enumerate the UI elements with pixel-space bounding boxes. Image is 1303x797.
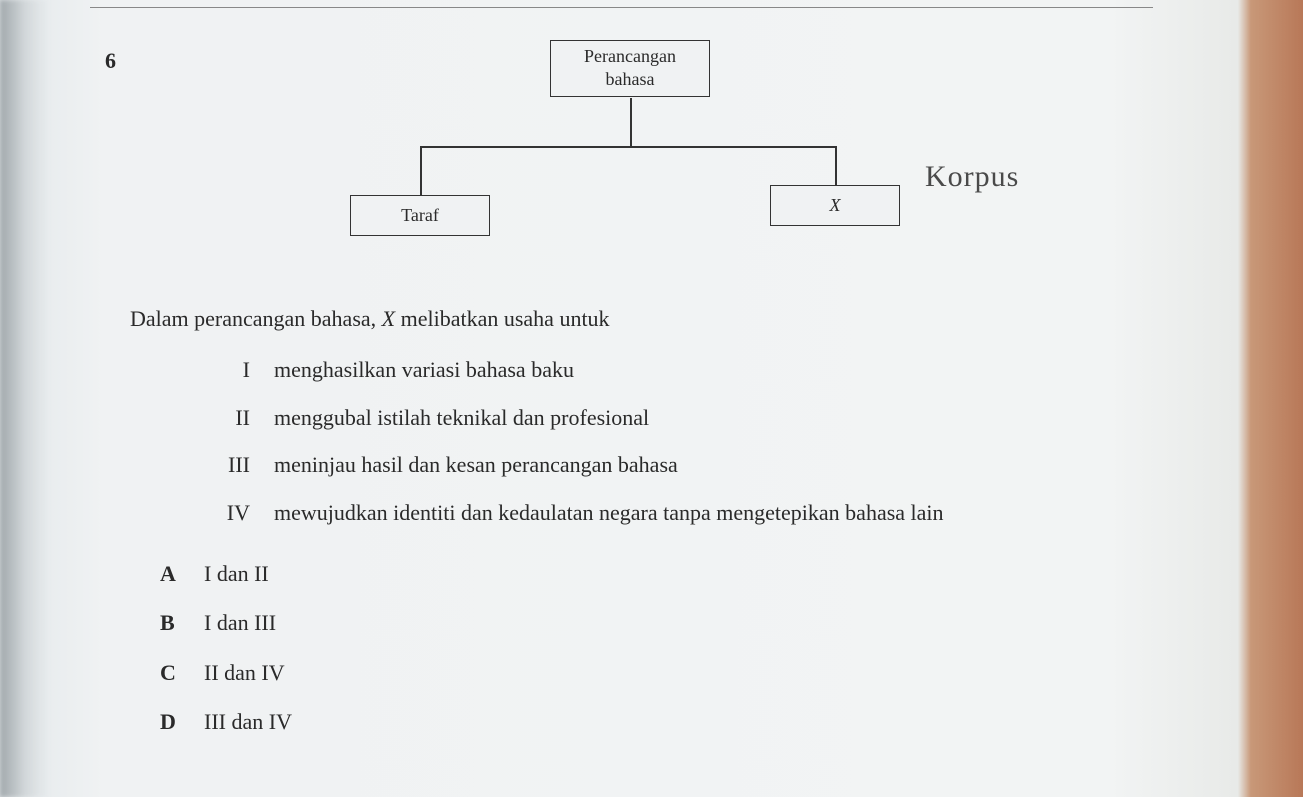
option-text: I dan III (204, 604, 276, 641)
statement-text: mewujudkan identiti dan kedaulatan negar… (274, 494, 944, 531)
option-text: II dan IV (204, 654, 285, 691)
option-letter: D (160, 703, 182, 740)
statement-roman: IV (210, 494, 250, 531)
connector-vertical-left (420, 146, 422, 195)
options-list: A I dan II B I dan III C II dan IV D III… (130, 555, 1123, 741)
statement-row: IV mewujudkan identiti dan kedaulatan ne… (210, 494, 1123, 531)
statements-list: I menghasilkan variasi bahasa baku II me… (130, 351, 1123, 531)
statement-row: I menghasilkan variasi bahasa baku (210, 351, 1123, 388)
question-body: Dalam perancangan bahasa, X melibatkan u… (130, 300, 1123, 753)
stem-prefix: Dalam perancangan bahasa, (130, 306, 382, 331)
option-row[interactable]: B I dan III (160, 604, 1123, 641)
option-letter: C (160, 654, 182, 691)
top-box-line1: Perancangan (565, 45, 695, 68)
option-row[interactable]: C II dan IV (160, 654, 1123, 691)
statement-roman: II (210, 399, 250, 436)
option-letter: A (160, 555, 182, 592)
option-text: I dan II (204, 555, 269, 592)
connector-vertical-top (630, 98, 632, 146)
option-row[interactable]: D III dan IV (160, 703, 1123, 740)
connector-vertical-right (835, 146, 837, 185)
handwritten-annotation: Korpus (925, 160, 1019, 194)
question-number: 6 (105, 48, 116, 74)
option-row[interactable]: A I dan II (160, 555, 1123, 592)
diagram-top-box: Perancangan bahasa (550, 40, 710, 97)
question-stem: Dalam perancangan bahasa, X melibatkan u… (130, 300, 1123, 337)
statement-row: III meninjau hasil dan kesan perancangan… (210, 446, 1123, 483)
stem-placeholder: X (382, 306, 395, 331)
connector-horizontal (420, 146, 835, 148)
top-border-remnant (90, 0, 1153, 8)
option-text: III dan IV (204, 703, 292, 740)
statement-row: II menggubal istilah teknikal dan profes… (210, 399, 1123, 436)
option-letter: B (160, 604, 182, 641)
statement-roman: I (210, 351, 250, 388)
diagram-right-box: X (770, 185, 900, 226)
statement-text: meninjau hasil dan kesan perancangan bah… (274, 446, 678, 483)
top-box-line2: bahasa (565, 68, 695, 91)
page-left-shadow (0, 0, 50, 797)
diagram-left-box: Taraf (350, 195, 490, 236)
statement-text: menghasilkan variasi bahasa baku (274, 351, 574, 388)
stem-suffix: melibatkan usaha untuk (395, 306, 609, 331)
tree-diagram: Perancangan bahasa Taraf X (350, 40, 910, 240)
statement-text: menggubal istilah teknikal dan profesion… (274, 399, 649, 436)
statement-roman: III (210, 446, 250, 483)
